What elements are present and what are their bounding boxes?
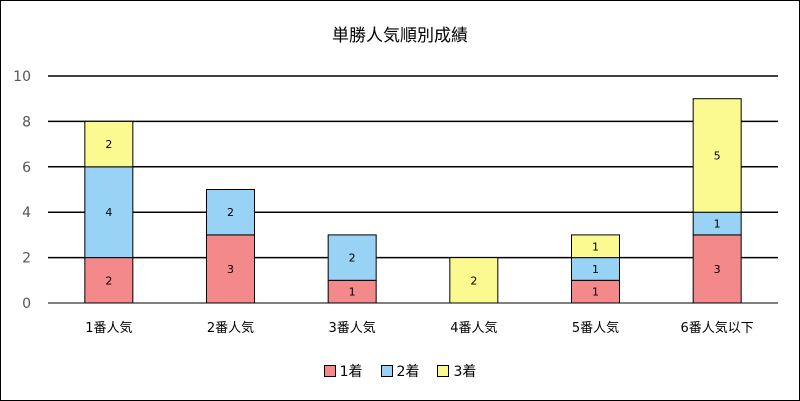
bar-segment: [206, 189, 255, 236]
y-tick-label: 8: [22, 114, 31, 130]
legend-label: 2着: [396, 364, 420, 380]
bar-segment: [449, 257, 499, 304]
y-tick-label: 2: [22, 251, 31, 267]
data-label: 3: [227, 263, 234, 276]
bar-segment: [84, 120, 134, 168]
legend-swatch: [437, 365, 450, 377]
data-label: 1: [714, 218, 721, 231]
x-tick-label: 2番人気: [207, 320, 254, 336]
data-label: 3: [714, 263, 721, 276]
legend-label: 1着: [339, 364, 363, 380]
y-tick-label: 10: [13, 69, 31, 85]
legend-item: 2着: [380, 361, 420, 381]
bar-segment: [692, 234, 742, 304]
y-tick-label: 6: [22, 160, 31, 176]
data-label: 2: [349, 252, 356, 265]
data-label: 1: [592, 263, 599, 276]
data-label: 2: [227, 206, 234, 219]
bar-segment: [571, 234, 620, 259]
bar-segment: [84, 257, 134, 304]
data-label: 1: [592, 286, 599, 299]
chart-legend: 1着 2着 3着: [1, 361, 799, 381]
bar-segment: [327, 234, 377, 281]
data-label: 1: [349, 286, 356, 299]
data-label: 4: [105, 206, 112, 219]
bar-segment: [84, 166, 134, 259]
legend-swatch: [323, 365, 336, 377]
legend-item: 1着: [323, 361, 363, 381]
x-tick-label: 1番人気: [85, 320, 132, 336]
data-label: 2: [105, 274, 112, 287]
data-label: 1: [592, 240, 599, 253]
legend-label: 3着: [453, 364, 477, 380]
y-tick-label: 0: [22, 296, 31, 312]
data-label: 2: [470, 274, 477, 287]
legend-swatch: [380, 365, 393, 377]
x-tick-label: 4番人気: [450, 320, 497, 336]
chart-title: 単勝人気順別成績: [332, 26, 468, 46]
bar-segment: [692, 98, 742, 213]
x-tick-label: 3番人気: [329, 320, 376, 336]
data-label: 2: [105, 138, 112, 151]
data-label: 5: [714, 149, 721, 162]
y-tick-label: 4: [22, 205, 31, 221]
x-tick-label: 5番人気: [572, 320, 619, 336]
legend-item: 3着: [437, 361, 476, 381]
x-tick-label: 6番人気以下: [681, 320, 754, 336]
